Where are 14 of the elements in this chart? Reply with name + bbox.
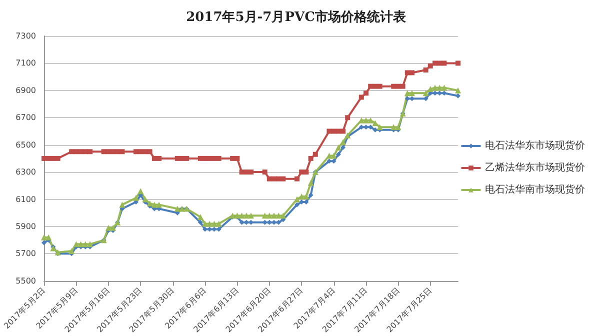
legend-label: 电石法华南市场现货价 [485, 184, 585, 196]
y-tick-label: 5500 [16, 276, 36, 286]
y-tick-label: 6900 [16, 86, 36, 95]
legend-label: 乙烯法华东市场现货价 [485, 162, 585, 174]
legend-label: 电石法华东市场现货价 [485, 140, 585, 152]
y-tick-label: 7100 [16, 58, 36, 68]
chart-title: 2017年5月-7月PVC市场价格统计表 [186, 9, 407, 25]
y-tick-label: 6500 [16, 140, 36, 150]
y-tick-label: 6300 [16, 168, 36, 177]
y-tick-label: 6100 [16, 194, 36, 204]
y-tick-label: 5700 [16, 249, 36, 258]
y-tick-label: 5900 [16, 222, 36, 231]
y-tick-label: 6700 [16, 113, 36, 122]
y-tick-label: 7300 [16, 32, 36, 40]
